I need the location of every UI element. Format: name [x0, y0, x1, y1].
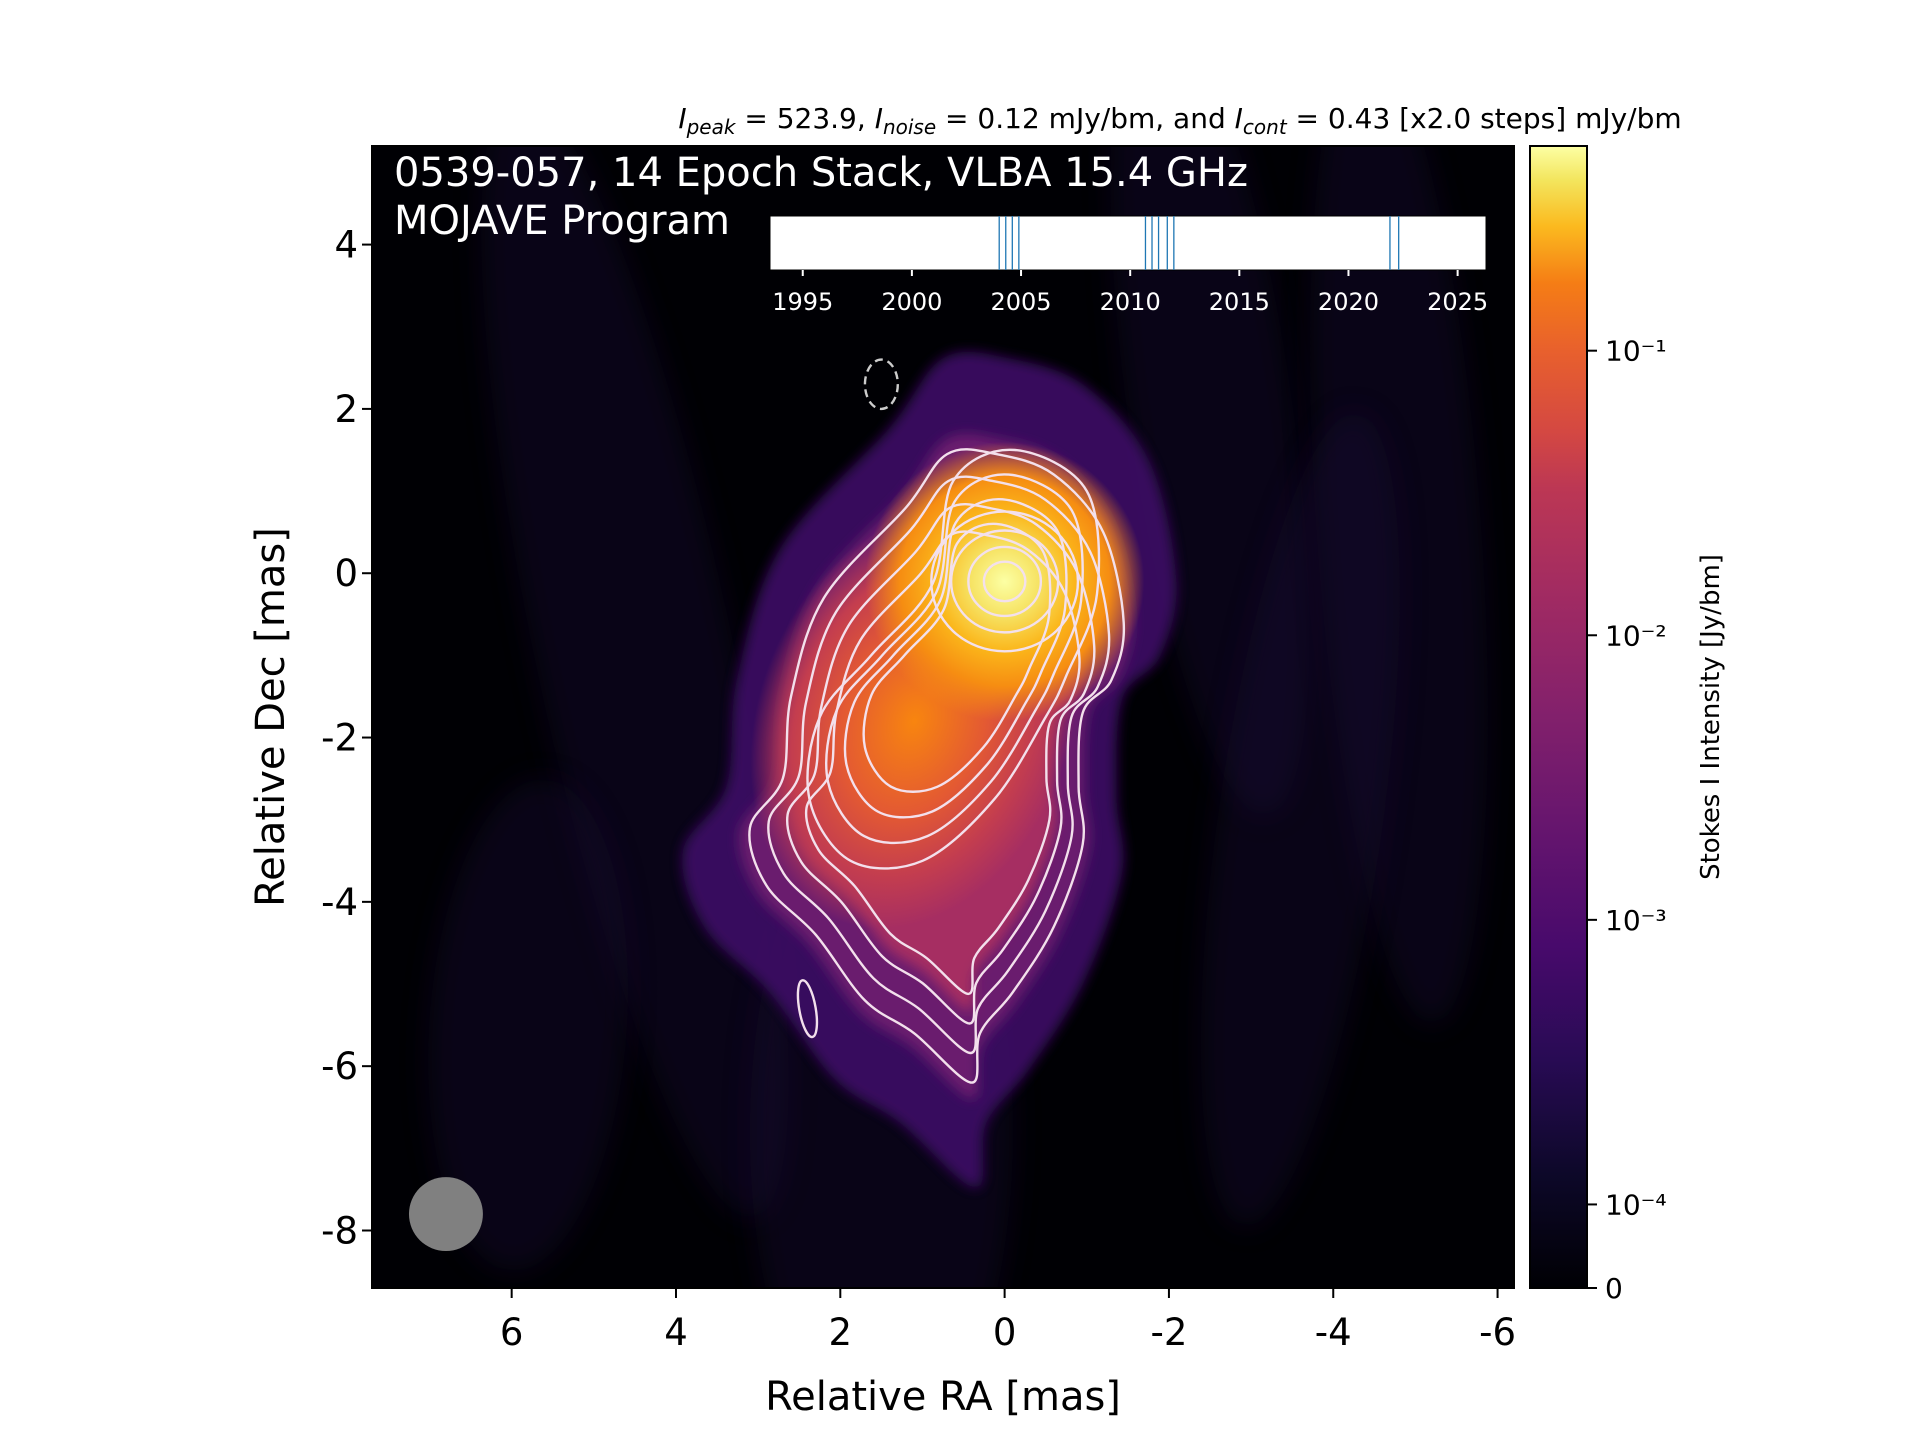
x-tick-label: -6	[1479, 1311, 1516, 1354]
noise-subscript: noise	[883, 115, 936, 139]
timeline-tick-label: 2000	[881, 288, 942, 316]
cont-subscript: cont	[1243, 115, 1288, 139]
timeline-tick-label: 2020	[1318, 288, 1379, 316]
contour-line	[767, 475, 1111, 1055]
contour-line	[796, 979, 819, 1039]
plot-subtitle: MOJAVE Program	[394, 198, 730, 244]
y-tick-label: -8	[321, 1209, 358, 1252]
timeline-tick-label: 2010	[1100, 288, 1161, 316]
colorbar-tick-label: 10⁻³	[1605, 904, 1667, 937]
y-tick-label: 0	[334, 552, 358, 595]
y-tick-label: -4	[321, 881, 358, 924]
y-tick-label: -2	[321, 717, 358, 760]
colorbar-tick-label: 10⁻⁴	[1605, 1188, 1667, 1221]
epoch-timeline: 1995 2000 2005 2010 2015 2020 2025	[769, 215, 1488, 316]
contour-line	[825, 473, 1084, 845]
colorbar-tick-label: 10⁻¹	[1605, 335, 1667, 368]
y-tick-label: 2	[334, 388, 358, 431]
y-axis-label: Relative Dec [mas]	[248, 527, 294, 907]
image-plot: 0539-057, 14 Epoch Stack, VLBA 15.4 GHzM…	[321, 145, 1516, 1354]
cont-symbol: I	[1235, 102, 1243, 135]
colorbar: 10⁻¹ 10⁻² 10⁻³ 10⁻⁴ 0 Stokes I Intensity [Jy…	[1529, 145, 1726, 1305]
core-component	[864, 441, 1145, 722]
x-tick-label: 2	[829, 1311, 853, 1354]
contour-line	[785, 502, 1096, 1025]
cont-value: = 0.43 [x2.0 steps] mJy/bm	[1287, 102, 1682, 135]
x-tick-label: 0	[993, 1311, 1017, 1354]
noise-streak	[428, 779, 628, 1272]
negative-contour	[863, 358, 900, 411]
colorbar-gradient	[1529, 145, 1588, 1289]
colorbar-ticks: 10⁻¹ 10⁻² 10⁻³ 10⁻⁴ 0	[1587, 335, 1667, 1305]
header-stats: Ipeak = 523.9, Inoise = 0.12 mJy/bm, and…	[678, 102, 1681, 139]
contour-line	[748, 448, 1126, 1084]
contour-line	[982, 560, 1027, 603]
plot-overlays: 0539-057, 14 Epoch Stack, VLBA 15.4 GHzM…	[394, 150, 1488, 1252]
noise-value: = 0.12 mJy/bm, and	[936, 102, 1234, 135]
contour-line	[949, 529, 1060, 634]
noise-streak	[1200, 412, 1400, 1227]
timeline-tick-label: 2005	[990, 288, 1051, 316]
peak-value: = 523.9,	[735, 102, 874, 135]
y-tick-label: 4	[334, 224, 358, 267]
x-tick-label: 4	[664, 1311, 688, 1354]
plot-title: 0539-057, 14 Epoch Stack, VLBA 15.4 GHz	[394, 150, 1248, 196]
y-tick-label: -6	[321, 1045, 358, 1088]
colorbar-tick-label: 10⁻²	[1605, 619, 1667, 652]
colorbar-tick-label: 0	[1605, 1272, 1623, 1305]
contour-line	[967, 545, 1043, 618]
colorbar-label: Stokes I Intensity [Jy/bm]	[1696, 554, 1726, 880]
contour-lines	[748, 358, 1126, 1084]
beam-ellipse	[408, 1177, 483, 1252]
y-axis-ticks: 4 2 0 -2 -4 -6 -8	[321, 224, 372, 1252]
contour-line	[930, 510, 1080, 653]
timeline-tick-label: 1995	[772, 288, 833, 316]
timeline-box	[769, 215, 1487, 271]
x-axis-label: Relative RA [mas]	[765, 1374, 1121, 1420]
x-tick-label: -2	[1150, 1311, 1187, 1354]
contour-line	[862, 522, 1052, 793]
contour-line	[804, 530, 1081, 996]
peak-subscript: peak	[686, 115, 737, 139]
peak-symbol: I	[678, 102, 686, 135]
x-axis-ticks: 6 4 2 0 -2 -4 -6	[500, 1288, 1516, 1354]
timeline-tick-label: 2025	[1427, 288, 1488, 316]
contour-line	[843, 498, 1068, 819]
x-tick-label: 6	[500, 1311, 524, 1354]
noise-symbol: I	[875, 102, 883, 135]
x-tick-label: -4	[1315, 1311, 1352, 1354]
timeline-tick-label: 2015	[1209, 288, 1270, 316]
plot-frame	[371, 145, 1515, 1289]
